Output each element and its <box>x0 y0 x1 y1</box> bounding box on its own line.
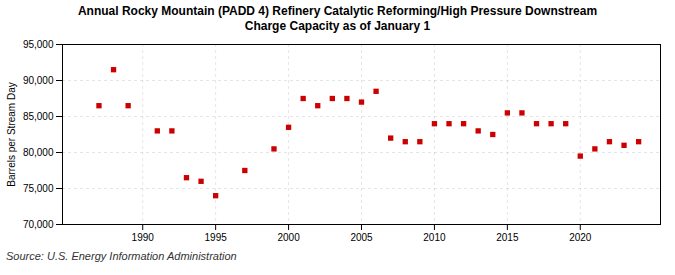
svg-text:75,000: 75,000 <box>23 183 54 194</box>
svg-text:90,000: 90,000 <box>23 75 54 86</box>
svg-text:95,000: 95,000 <box>23 39 54 50</box>
html-text:Annual Rocky Mountain (PADD 4): Annual Rocky Mountain (PADD 4) Refinery … <box>77 4 598 18</box>
svg-text:1990: 1990 <box>132 232 155 243</box>
html-text:Charge Capacity as of January: Charge Capacity as of January 1 <box>244 19 431 33</box>
svg-text:Barrels per Stream Day: Barrels per Stream Day <box>6 82 17 186</box>
svg-text:2020: 2020 <box>569 232 592 243</box>
svg-text:2000: 2000 <box>277 232 300 243</box>
svg-text:2015: 2015 <box>496 232 519 243</box>
svg-text:2005: 2005 <box>350 232 373 243</box>
svg-text:2010: 2010 <box>423 232 446 243</box>
svg-text:85,000: 85,000 <box>23 111 54 122</box>
html-text:Source: U.S. Energy Informatio: Source: U.S. Energy Information Administ… <box>6 250 237 262</box>
svg-text:70,000: 70,000 <box>23 219 54 230</box>
svg-text:1995: 1995 <box>205 232 228 243</box>
svg-text:80,000: 80,000 <box>23 147 54 158</box>
